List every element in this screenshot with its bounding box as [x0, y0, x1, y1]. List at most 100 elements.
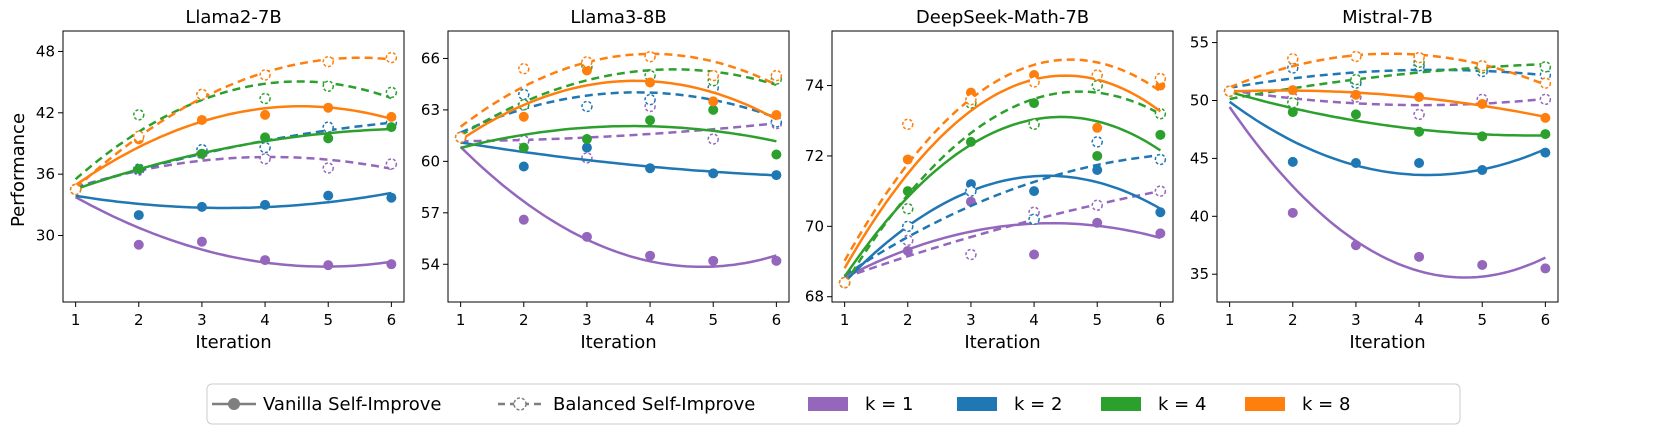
k8-balanced-point	[902, 118, 914, 131]
k1-balanced-point	[1154, 185, 1167, 197]
k8-balanced-trend-line	[843, 58, 1162, 262]
legend-k4-swatch	[1101, 397, 1141, 411]
x-tick-label: 1	[71, 311, 81, 329]
legend-entry-k2: k = 2	[957, 394, 1062, 415]
k1-vanilla-point	[1414, 251, 1425, 262]
x-tick-label: 6	[772, 311, 782, 329]
k4-balanced-point	[1287, 97, 1299, 109]
k2-balanced-point	[1028, 213, 1040, 226]
k2-balanced-trend-line	[1229, 68, 1546, 90]
k2-vanilla-point	[708, 168, 719, 179]
y-tick-label: 30	[36, 227, 55, 245]
k1-vanilla-point	[1155, 228, 1166, 239]
x-tick-label: 1	[840, 311, 850, 329]
legend-vanilla-marker	[228, 398, 240, 410]
k1-balanced-point	[965, 248, 977, 261]
k4-balanced-point	[1028, 118, 1040, 131]
k8-balanced-trend-line	[459, 52, 777, 128]
x-tick-label: 4	[645, 311, 655, 329]
k2-vanilla-point	[518, 161, 529, 172]
k4-vanilla-point	[1540, 129, 1551, 140]
k1-balanced-point	[385, 158, 398, 170]
k1-vanilla-point	[581, 231, 592, 242]
k4-balanced-point	[1350, 73, 1362, 86]
k4-vanilla-point	[708, 104, 719, 115]
k2-vanilla-point	[645, 163, 656, 174]
k1-vanilla-point	[708, 255, 719, 266]
k4-vanilla-point	[133, 164, 144, 175]
k8-vanilla-point	[260, 109, 271, 120]
legend-k2-swatch	[957, 397, 997, 411]
legend-vanilla-label: Vanilla Self-Improve	[263, 394, 441, 415]
legend-balanced-marker	[513, 397, 527, 411]
k4-balanced-point	[385, 86, 398, 99]
x-tick-label: 5	[1092, 311, 1102, 329]
x-axis-label: Iteration	[580, 332, 656, 353]
k2-vanilla-trend-line	[1228, 100, 1546, 177]
k4-vanilla-point	[1477, 131, 1488, 142]
k8-vanilla-trend-line	[1229, 89, 1546, 119]
k2-vanilla-point	[1477, 164, 1488, 175]
k4-vanilla-point	[1350, 109, 1361, 120]
k8-balanced-point	[454, 131, 467, 144]
k1-vanilla-point	[386, 259, 397, 270]
k8-vanilla-point	[645, 77, 656, 88]
k1-vanilla-trend-line	[1228, 106, 1546, 279]
k1-vanilla-point	[771, 255, 782, 266]
x-tick-label: 2	[134, 311, 144, 329]
k2-vanilla-point	[386, 192, 397, 203]
k2-balanced-point	[322, 121, 334, 133]
x-tick-label: 1	[1225, 311, 1235, 329]
k2-vanilla-trend-line	[843, 174, 1162, 283]
k8-vanilla-point	[518, 111, 529, 122]
k8-vanilla-point	[1350, 89, 1361, 100]
k2-vanilla-point	[1029, 186, 1040, 197]
k4-vanilla-point	[771, 149, 782, 160]
legend-entry-vanilla: Vanilla Self-Improve	[212, 394, 441, 415]
k8-balanced-point	[838, 276, 851, 289]
k2-balanced-trend-line	[460, 91, 777, 134]
k4-balanced-trend-line	[74, 80, 392, 181]
k2-vanilla-point	[1540, 147, 1551, 158]
axes-frame	[831, 30, 1174, 303]
legend-k4-label: k = 4	[1158, 394, 1206, 415]
x-tick-label: 6	[1541, 311, 1551, 329]
k2-vanilla-point	[133, 210, 144, 221]
k1-vanilla-trend-line	[459, 146, 777, 269]
legend-entry-balanced: Balanced Self-Improve	[498, 394, 755, 415]
k4-vanilla-point	[1092, 150, 1103, 161]
y-tick-label: 57	[421, 204, 440, 222]
y-tick-label: 60	[421, 152, 440, 170]
k8-vanilla-point	[1477, 98, 1488, 109]
x-tick-label: 5	[708, 311, 718, 329]
x-tick-label: 3	[966, 311, 976, 329]
k1-balanced-trend-line	[1229, 88, 1546, 107]
k2-balanced-point	[581, 100, 593, 113]
k4-vanilla-point	[902, 186, 913, 197]
panel-title: Llama3-8B	[570, 7, 666, 28]
k4-balanced-point	[1091, 79, 1103, 92]
k8-balanced-point	[1091, 69, 1103, 81]
axes-frame	[447, 30, 790, 303]
x-tick-label: 5	[323, 311, 333, 329]
k8-vanilla-point	[386, 111, 397, 122]
k2-vanilla-point	[1287, 156, 1298, 167]
y-tick-label: 42	[36, 104, 55, 122]
k1-vanilla-point	[518, 214, 529, 225]
panel-3: DeepSeek-Math-7B 1 2 3 4 5 6 Iteration 68 70 72 74	[805, 7, 1174, 353]
k4-balanced-point	[1154, 107, 1167, 120]
y-tick-label: 63	[421, 101, 440, 119]
x-tick-label: 4	[1029, 311, 1039, 329]
k8-vanilla-point	[323, 102, 334, 113]
k8-balanced-point	[1350, 50, 1362, 63]
y-tick-label: 40	[1190, 207, 1209, 225]
panel-title: DeepSeek-Math-7B	[916, 7, 1089, 28]
k8-vanilla-trend-line	[459, 79, 777, 142]
x-tick-label: 1	[456, 311, 466, 329]
k4-vanilla-point	[386, 122, 397, 133]
axes-frame	[1216, 30, 1559, 303]
k4-vanilla-point	[196, 148, 207, 159]
x-tick-label: 6	[1156, 311, 1166, 329]
k4-vanilla-trend-line	[460, 124, 777, 150]
k2-vanilla-point	[1414, 158, 1425, 169]
